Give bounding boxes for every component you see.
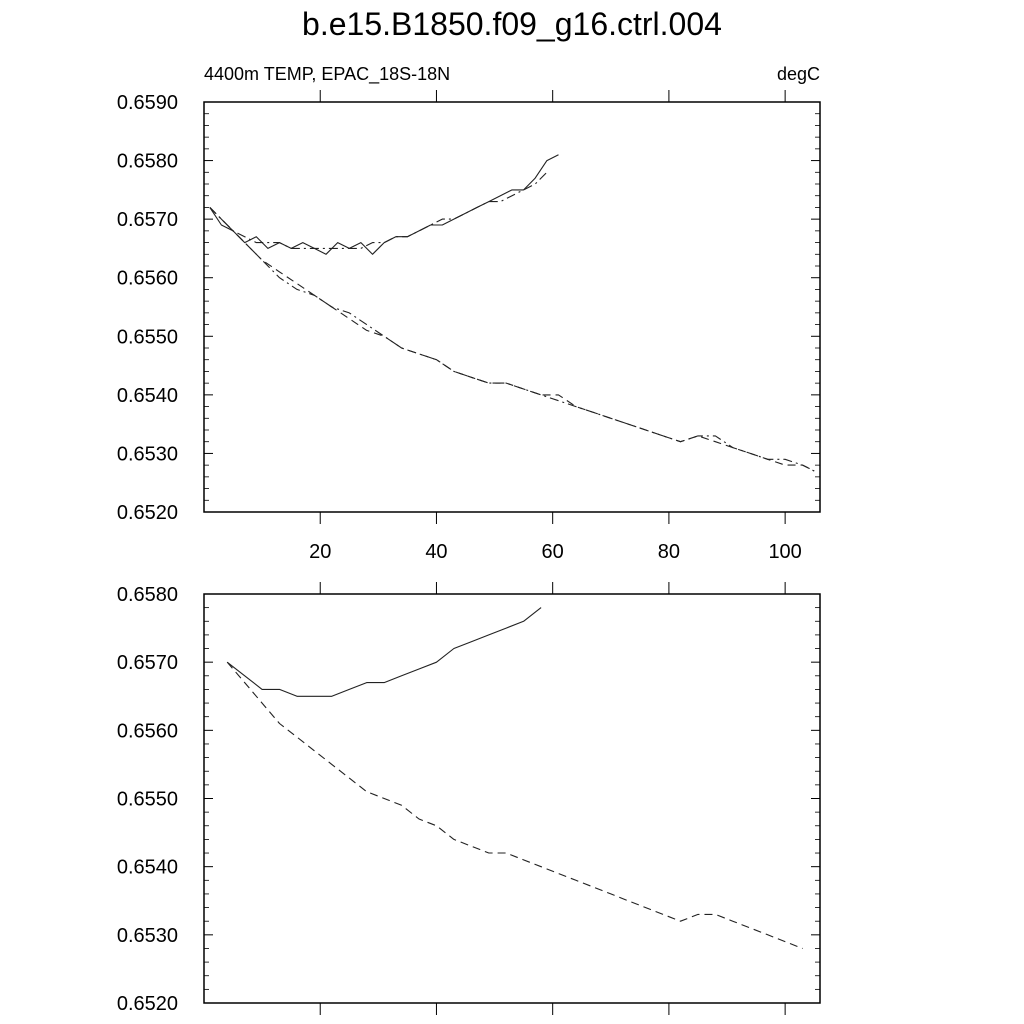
panel-2-series-2-line <box>226 661 803 950</box>
panel-1-series-2-line <box>209 171 548 249</box>
panel-1-y-tick-label: 0.6560 <box>117 268 178 290</box>
panel-2-y-tick-label: 0.6540 <box>117 857 178 879</box>
panel-2-y-tick-label: 0.6580 <box>117 584 178 606</box>
chart-title: b.e15.B1850.f09_g16.ctrl.004 <box>302 6 722 42</box>
panel-2-y-tick-label: 0.6530 <box>117 925 178 947</box>
panel-1-y-tick-label: 0.6520 <box>117 502 178 524</box>
panel-2-y-tick-label: 0.6550 <box>117 789 178 811</box>
panel-1-y-tick-label: 0.6540 <box>117 385 178 407</box>
panel-1-x-tick-label: 40 <box>425 541 447 563</box>
panel-1-series-3-line <box>209 207 815 472</box>
panel-2-y-tick-label: 0.6560 <box>117 720 178 742</box>
panel-1-series-4-line <box>209 207 815 472</box>
panel-2-y-tick-label: 0.6570 <box>117 652 178 674</box>
chart-subtitle-right: degC <box>776 64 820 84</box>
panel-1-y-tick-label: 0.6580 <box>117 151 178 173</box>
panel-2-series-1-line <box>226 607 542 697</box>
panel-1-frame <box>203 101 821 513</box>
panel-1-y-tick-label: 0.6590 <box>117 92 178 114</box>
panel-1-x-tick-label: 100 <box>768 541 801 563</box>
panel-2-y-tick-label: 0.6520 <box>117 993 178 1015</box>
panel-1-x-tick-label: 80 <box>658 541 680 563</box>
panel-1-y-tick-label: 0.6570 <box>117 209 178 231</box>
panel-1-y-tick-label: 0.6530 <box>117 443 178 465</box>
panel-2-frame <box>203 593 821 1004</box>
chart-subtitle-left: 4400m TEMP, EPAC_18S-18N <box>204 64 451 84</box>
panel-1-x-tick-label: 20 <box>309 541 331 563</box>
panel-1-x-tick-label: 60 <box>542 541 564 563</box>
panel-1-series-1-line <box>209 154 559 255</box>
panel-1-y-tick-label: 0.6550 <box>117 326 178 348</box>
